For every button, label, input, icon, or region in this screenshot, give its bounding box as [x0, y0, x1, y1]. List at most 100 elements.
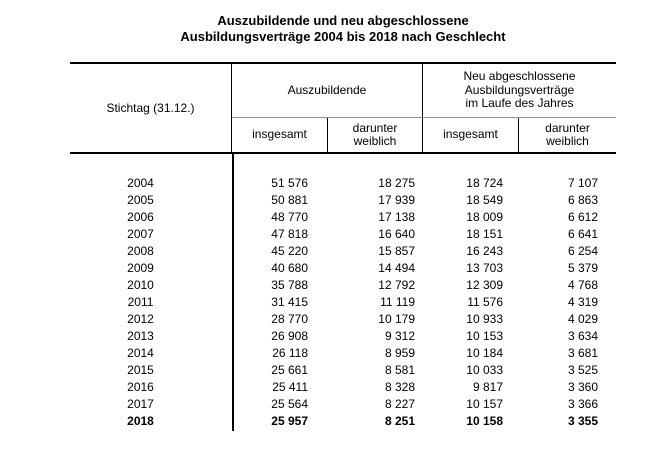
value-cell-auszubildende-weiblich: 15 857	[378, 244, 415, 259]
value-cell-auszubildende-insgesamt: 47 818	[271, 227, 308, 242]
value-cell-neuvertraege-insgesamt: 9 817	[472, 379, 503, 394]
group-header-row: Auszubildende Neu abgeschlossene Ausbildu…	[232, 64, 616, 118]
value-cell-neuvertraege-insgesamt: 10 933	[466, 311, 503, 326]
value-cell-auszubildende-insgesamt: 25 661	[271, 362, 308, 377]
year-cell: 2008	[127, 244, 154, 259]
value-cell-auszubildende-insgesamt: 50 881	[271, 193, 308, 208]
value-cell-neuvertraege-weiblich: 4 029	[567, 311, 598, 326]
year-cell: 2016	[127, 379, 154, 394]
value-cell-auszubildende-insgesamt: 25 564	[271, 396, 308, 411]
value-cell-neuvertraege-insgesamt: 10 033	[466, 362, 503, 377]
value-cell-auszubildende-weiblich: 8 959	[384, 345, 415, 360]
value-cell-auszubildende-insgesamt: 31 415	[271, 295, 308, 310]
value-cell-auszubildende-weiblich: 8 227	[384, 396, 415, 411]
table-row: 2009 40 680 14 494 13 703 5 379	[70, 260, 616, 277]
year-cell: 2006	[127, 210, 154, 225]
header-columns: Auszubildende Neu abgeschlossene Ausbildu…	[232, 64, 616, 152]
value-cell-neuvertraege-weiblich: 3 634	[567, 328, 598, 343]
value-cell-neuvertraege-insgesamt: 18 724	[466, 176, 503, 191]
value-cell-auszubildende-weiblich: 17 939	[378, 193, 415, 208]
value-cell-auszubildende-weiblich: 17 138	[378, 210, 415, 225]
value-cell-auszubildende-weiblich: 8 581	[384, 362, 415, 377]
value-cell-neuvertraege-weiblich: 6 612	[567, 210, 598, 225]
value-cell-neuvertraege-insgesamt: 10 153	[466, 328, 503, 343]
year-cell: 2011	[127, 295, 154, 310]
value-cell-auszubildende-insgesamt: 25 411	[272, 379, 308, 394]
table-row: 2006 48 770 17 138 18 009 6 612	[70, 209, 616, 226]
table-body: 2004 51 576 18 275 18 724 7 107 2005 50 …	[70, 154, 616, 432]
table-row: 2012 28 770 10 179 10 933 4 029	[70, 311, 616, 328]
value-cell-neuvertraege-weiblich: 6 863	[567, 193, 598, 208]
value-cell-auszubildende-weiblich: 8 328	[384, 379, 415, 394]
table-row: 2007 47 818 16 640 18 151 6 641	[70, 226, 616, 243]
value-cell-auszubildende-weiblich: 9 312	[384, 328, 415, 343]
year-cell: 2017	[127, 396, 154, 411]
table-row: 2004 51 576 18 275 18 724 7 107	[70, 175, 616, 192]
value-cell-auszubildende-insgesamt: 25 957	[271, 413, 308, 428]
value-cell-neuvertraege-weiblich: 7 107	[567, 176, 598, 191]
value-cell-neuvertraege-weiblich: 3 360	[567, 379, 598, 394]
group-header-auszubildende: Auszubildende	[287, 82, 367, 97]
table-rows: 2004 51 576 18 275 18 724 7 107 2005 50 …	[70, 175, 616, 429]
value-cell-auszubildende-insgesamt: 40 680	[271, 261, 308, 276]
year-cell: 2010	[127, 278, 154, 293]
table-row: 2017 25 564 8 227 10 157 3 366	[70, 395, 616, 412]
value-cell-auszubildende-weiblich: 16 640	[378, 227, 415, 242]
value-cell-auszubildende-insgesamt: 35 788	[271, 278, 308, 293]
value-cell-neuvertraege-weiblich: 6 254	[567, 244, 598, 259]
year-cell: 2007	[127, 227, 154, 242]
value-cell-neuvertraege-insgesamt: 10 184	[466, 345, 503, 360]
table-row: 2010 35 788 12 792 12 309 4 768	[70, 277, 616, 294]
value-cell-neuvertraege-weiblich: 3 525	[567, 362, 598, 377]
year-column-divider-line	[232, 154, 234, 432]
year-cell: 2012	[127, 311, 154, 326]
value-cell-neuvertraege-insgesamt: 10 157	[466, 396, 503, 411]
data-table: Stichtag (31.12.) Auszubildende Neu abge…	[70, 62, 616, 432]
table-row: 2011 31 415 11 119 11 576 4 319	[70, 294, 616, 311]
value-cell-auszubildende-weiblich: 10 179	[378, 311, 415, 326]
value-cell-neuvertraege-weiblich: 3 681	[567, 345, 598, 360]
value-cell-auszubildende-weiblich: 12 792	[378, 278, 415, 293]
value-cell-neuvertraege-weiblich: 3 355	[567, 413, 598, 428]
subheader-neuvertraege-insgesamt: insgesamt	[422, 118, 518, 152]
value-cell-neuvertraege-insgesamt: 11 576	[467, 295, 503, 310]
table-row: 2013 26 908 9 312 10 153 3 634	[70, 327, 616, 344]
value-cell-auszubildende-insgesamt: 26 118	[272, 345, 308, 360]
value-cell-auszubildende-insgesamt: 51 576	[271, 176, 308, 191]
corner-header-stichtag: Stichtag (31.12.)	[70, 64, 232, 152]
value-cell-auszubildende-weiblich: 18 275	[378, 176, 415, 191]
value-cell-neuvertraege-insgesamt: 18 009	[466, 210, 503, 225]
year-cell: 2009	[127, 261, 154, 276]
year-cell: 2005	[127, 193, 154, 208]
subheader-neuvertraege-weiblich: darunter weiblich	[518, 118, 616, 152]
value-cell-neuvertraege-insgesamt: 12 309	[466, 278, 503, 293]
value-cell-neuvertraege-insgesamt: 18 549	[466, 193, 503, 208]
value-cell-neuvertraege-insgesamt: 10 158	[466, 413, 503, 428]
subheader-auszubildende-weiblich: darunter weiblich	[327, 118, 422, 152]
page-title: Auszubildende und neu abgeschlossene Ausb…	[180, 13, 506, 44]
table-header: Stichtag (31.12.) Auszubildende Neu abge…	[70, 62, 616, 154]
value-cell-neuvertraege-weiblich: 3 366	[567, 396, 598, 411]
subheader-row: insgesamt darunter weiblich insgesamt dar…	[232, 117, 616, 152]
value-cell-auszubildende-insgesamt: 28 770	[271, 311, 308, 326]
table-row: 2018 25 957 8 251 10 158 3 355	[70, 412, 616, 429]
value-cell-neuvertraege-weiblich: 5 379	[567, 261, 598, 276]
value-cell-auszubildende-weiblich: 11 119	[380, 295, 415, 310]
value-cell-auszubildende-insgesamt: 48 770	[271, 210, 308, 225]
year-cell: 2013	[127, 328, 154, 343]
value-cell-neuvertraege-insgesamt: 18 151	[466, 227, 503, 242]
subheader-auszubildende-insgesamt: insgesamt	[252, 127, 307, 142]
value-cell-auszubildende-insgesamt: 45 220	[271, 244, 308, 259]
value-cell-auszubildende-weiblich: 14 494	[378, 261, 415, 276]
value-cell-neuvertraege-weiblich: 4 319	[567, 295, 598, 310]
value-cell-neuvertraege-insgesamt: 13 703	[466, 261, 503, 276]
value-cell-neuvertraege-weiblich: 6 641	[567, 227, 598, 242]
year-cell: 2004	[127, 176, 154, 191]
value-cell-neuvertraege-weiblich: 4 768	[567, 278, 598, 293]
year-cell: 2018	[127, 413, 154, 428]
table-row: 2016 25 411 8 328 9 817 3 360	[70, 378, 616, 395]
year-cell: 2015	[127, 362, 154, 377]
table-row: 2008 45 220 15 857 16 243 6 254	[70, 243, 616, 260]
table-row: 2014 26 118 8 959 10 184 3 681	[70, 344, 616, 361]
